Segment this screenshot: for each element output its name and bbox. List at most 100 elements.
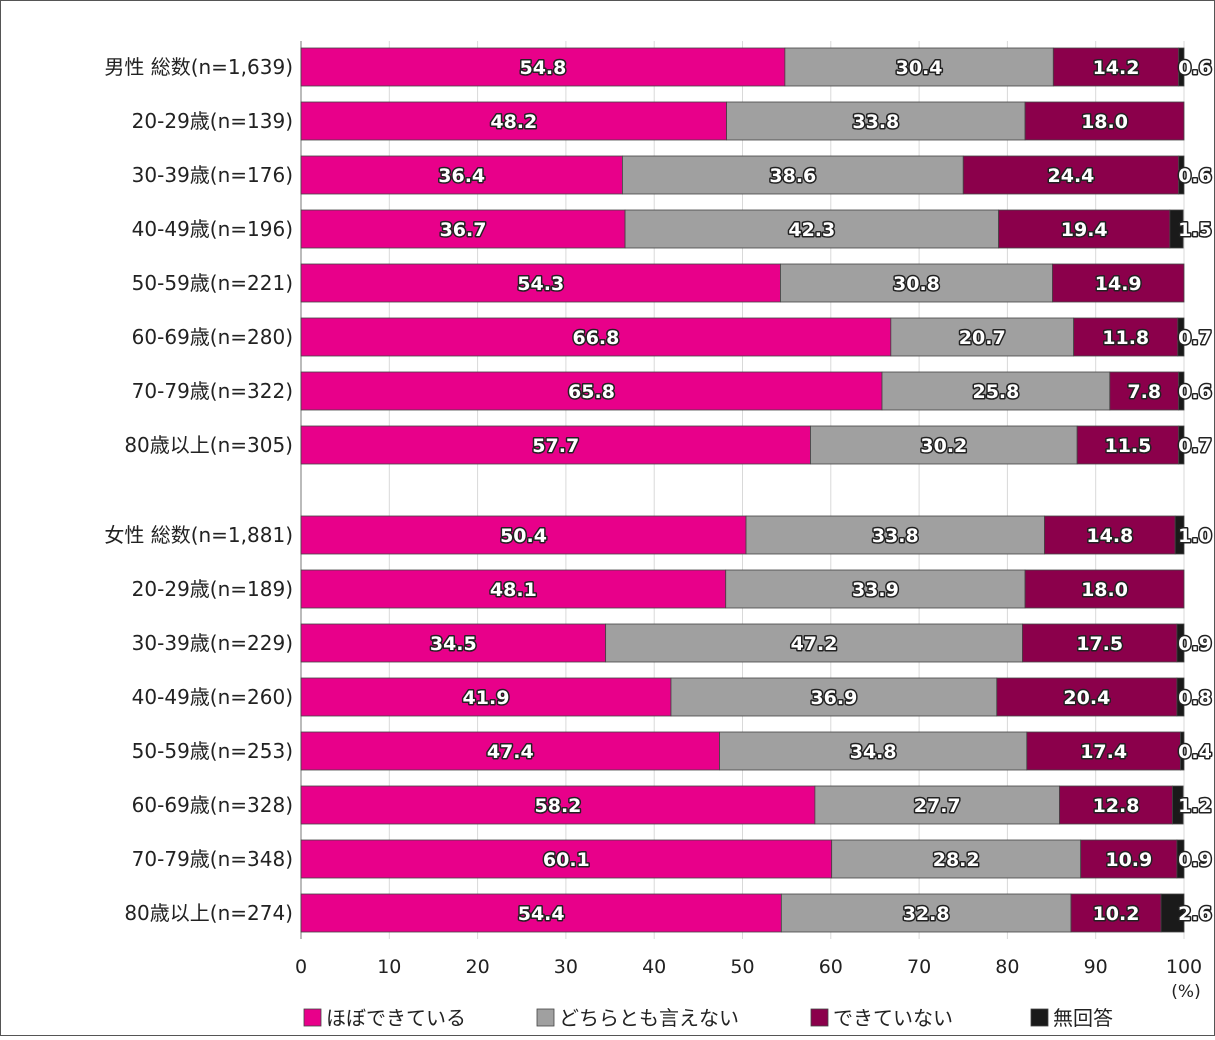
x-tick-label: 0 <box>295 956 307 978</box>
bar-segment <box>1076 425 1180 465</box>
x-tick-label: 60 <box>819 956 843 978</box>
category-label: 60-69歳(n=280) <box>132 325 293 349</box>
bar-segment <box>780 263 1053 303</box>
x-tick-label: 40 <box>642 956 666 978</box>
bar-segment <box>745 515 1045 555</box>
bars: 54.8 30.4 14.2 0.6 48.2 33.8 18.0 36.4 38.6 24.4 0… <box>300 47 1213 933</box>
bar-segment <box>1180 731 1185 771</box>
data-label: 0.9 <box>1178 633 1212 655</box>
category-label: 30-39歳(n=229) <box>132 631 293 655</box>
x-tick-label: 80 <box>995 956 1019 978</box>
bar-segment <box>300 209 626 249</box>
data-label: 0.6 <box>1178 57 1212 79</box>
bar-segment <box>784 47 1054 87</box>
data-label: 30.8 <box>893 273 940 295</box>
data-label: 54.8 <box>519 57 566 79</box>
bar-segment <box>1059 785 1173 825</box>
bar-segment <box>300 569 727 609</box>
data-label: 19.4 <box>1061 219 1108 241</box>
bar-segment <box>300 155 623 195</box>
data-label: 14.8 <box>1086 525 1133 547</box>
bar-segment <box>1177 317 1185 357</box>
data-label: 57.7 <box>532 435 579 457</box>
x-tick-label: 90 <box>1084 956 1108 978</box>
bar-segment <box>962 155 1180 195</box>
legend-label: できていない <box>833 1006 953 1030</box>
data-label: 0.6 <box>1178 165 1212 187</box>
x-tick-label: 30 <box>554 956 578 978</box>
data-label: 41.9 <box>463 687 510 709</box>
data-label: 0.4 <box>1178 741 1212 763</box>
data-label: 34.8 <box>850 741 897 763</box>
bar-segment <box>1176 839 1185 879</box>
data-label: 11.5 <box>1104 435 1151 457</box>
category-label: 40-49歳(n=196) <box>132 217 293 241</box>
bar-segment <box>881 371 1111 411</box>
bar-segment <box>719 731 1028 771</box>
bar-segment <box>1178 425 1185 465</box>
data-label: 66.8 <box>572 327 619 349</box>
bar-segment <box>1022 623 1178 663</box>
bar-segment <box>1109 371 1180 411</box>
category-label: 男性 総数(n=1,639) <box>104 55 293 79</box>
data-label: 18.0 <box>1081 579 1128 601</box>
data-label: 65.8 <box>568 381 615 403</box>
data-label: 0.9 <box>1178 849 1212 871</box>
bar-segment <box>1026 731 1181 771</box>
data-label: 25.8 <box>972 381 1019 403</box>
legend-swatch <box>1030 1008 1049 1027</box>
legend-swatch <box>810 1008 829 1027</box>
category-label: 70-79歳(n=348) <box>132 847 293 871</box>
data-label: 12.8 <box>1093 795 1140 817</box>
bar-segment <box>1024 569 1185 609</box>
data-label: 36.4 <box>438 165 485 187</box>
bar-segment <box>1169 209 1184 249</box>
legend: ほぼできている どちらとも言えない できていない 無回答 <box>303 1006 1113 1030</box>
data-label: 0.7 <box>1178 435 1212 457</box>
category-label: 80歳以上(n=305) <box>124 433 293 457</box>
bar-segment <box>624 209 999 249</box>
bar-segment <box>300 785 816 825</box>
data-label: 48.1 <box>490 579 537 601</box>
legend-label: ほぼできている <box>326 1006 466 1030</box>
bar-segment <box>1080 839 1178 879</box>
data-label: 14.2 <box>1093 57 1140 79</box>
bar-segment <box>670 677 998 717</box>
bar-segment <box>890 317 1075 357</box>
bar-segment <box>814 785 1060 825</box>
legend-label: 無回答 <box>1053 1006 1113 1030</box>
bar-segment <box>996 677 1178 717</box>
data-label: 54.4 <box>518 903 565 925</box>
bar-segment <box>300 425 811 465</box>
category-label: 50-59歳(n=221) <box>132 271 293 295</box>
data-label: 24.4 <box>1048 165 1095 187</box>
data-label: 33.8 <box>872 525 919 547</box>
legend-label: どちらとも言えない <box>559 1006 739 1030</box>
legend-swatch <box>536 1008 555 1027</box>
data-label: 10.9 <box>1105 849 1152 871</box>
x-tick-label: 100 <box>1166 956 1202 978</box>
category-label: 20-29歳(n=189) <box>132 577 293 601</box>
data-label: 1.5 <box>1178 219 1212 241</box>
bar-segment <box>1052 263 1185 303</box>
data-label: 38.6 <box>769 165 816 187</box>
data-label: 30.4 <box>896 57 943 79</box>
data-label: 42.3 <box>788 219 835 241</box>
data-label: 0.6 <box>1178 381 1212 403</box>
legend-swatch <box>303 1008 322 1027</box>
category-label: 50-59歳(n=253) <box>132 739 293 763</box>
bar-segment <box>1174 515 1185 555</box>
x-tick-label: 70 <box>907 956 931 978</box>
data-label: 50.4 <box>500 525 547 547</box>
x-axis: 0 10 20 30 40 50 60 70 80 90 100 (%) <box>295 956 1202 1002</box>
category-label: 20-29歳(n=139) <box>132 109 293 133</box>
data-label: 0.7 <box>1178 327 1212 349</box>
category-labels: 男性 総数(n=1,639) 20-29歳(n=139) 30-39歳(n=176)… <box>104 55 293 925</box>
data-label: 28.2 <box>933 849 980 871</box>
bar-segment <box>725 569 1026 609</box>
data-label: 20.7 <box>959 327 1006 349</box>
bar-segment <box>605 623 1023 663</box>
data-label: 10.2 <box>1093 903 1140 925</box>
data-label: 1.2 <box>1178 795 1212 817</box>
